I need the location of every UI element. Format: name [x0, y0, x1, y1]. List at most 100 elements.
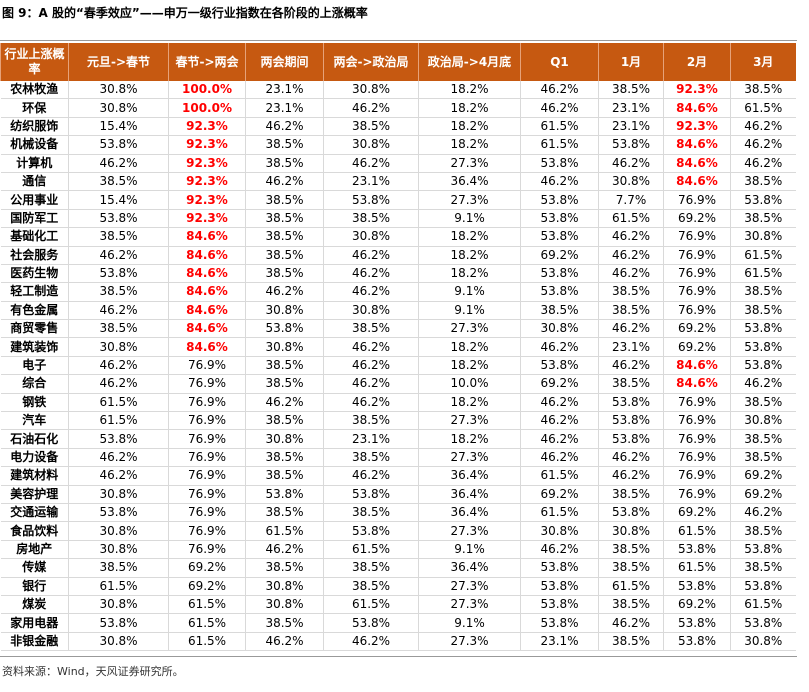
probability-cell: 53.8% [520, 282, 599, 302]
table-row: 机械设备 53.8% 92.3% 38.5% 30.8% 18.2% 61.5% 53.8% 8… [0, 135, 796, 155]
probability-cell: 38.5% [730, 301, 796, 321]
probability-cell: 38.5% [68, 172, 169, 192]
probability-cell: 92.3% [168, 209, 246, 229]
probability-cell: 38.5% [68, 558, 169, 578]
probability-cell: 30.8% [730, 227, 796, 247]
probability-cell: 38.5% [730, 393, 796, 413]
probability-cell: 9.1% [418, 301, 521, 321]
probability-cell: 18.2% [418, 135, 521, 155]
probability-cell: 27.3% [418, 448, 521, 468]
probability-cell: 100.0% [168, 81, 246, 100]
probability-cell: 30.8% [598, 521, 664, 541]
probability-cell: 38.5% [245, 356, 324, 376]
probability-cell: 18.2% [418, 246, 521, 265]
probability-cell: 30.8% [245, 429, 324, 449]
probability-cell: 30.8% [598, 172, 664, 192]
probability-cell: 38.5% [730, 521, 796, 541]
probability-cell: 38.5% [598, 282, 664, 302]
probability-cell: 61.5% [168, 595, 246, 615]
probability-cell: 53.8% [730, 190, 796, 210]
probability-cell: 36.4% [418, 172, 521, 192]
probability-cell: 9.1% [418, 540, 521, 560]
table-row: 非银金融 30.8% 61.5% 46.2% 46.2% 27.3% 23.1% 38.5% 5… [0, 632, 796, 652]
industry-name: 银行 [0, 577, 69, 596]
probability-cell: 46.2% [245, 282, 324, 302]
probability-cell: 30.8% [730, 411, 796, 431]
probability-cell: 53.8% [323, 485, 419, 504]
title: 图 9：A 股的“春季效应”——申万一级行业指数在各阶段的上涨概率 [2, 6, 368, 20]
table-row: 建筑材料 46.2% 76.9% 38.5% 46.2% 36.4% 61.5% 46.2% 7… [0, 466, 796, 486]
industry-name: 有色金属 [0, 301, 69, 321]
probability-cell: 84.6% [168, 319, 246, 339]
industry-name: 非银金融 [0, 632, 69, 652]
probability-cell: 27.3% [418, 319, 521, 339]
probability-cell: 84.6% [168, 282, 246, 302]
table-row: 银行 61.5% 69.2% 30.8% 38.5% 27.3% 53.8% 61.5% 53.… [0, 577, 796, 596]
probability-cell: 36.4% [418, 503, 521, 523]
probability-cell: 76.9% [663, 227, 731, 247]
probability-cell: 46.2% [323, 98, 419, 118]
probability-cell: 46.2% [598, 613, 664, 633]
probability-cell: 53.8% [598, 429, 664, 449]
probability-cell: 30.8% [68, 485, 169, 504]
probability-cell: 61.5% [245, 521, 324, 541]
probability-cell: 46.2% [68, 374, 169, 394]
industry-name: 建筑装饰 [0, 337, 69, 357]
probability-cell: 46.2% [245, 540, 324, 560]
probability-cell: 46.2% [323, 246, 419, 265]
industry-name: 交通运输 [0, 503, 69, 523]
table-row: 美容护理 30.8% 76.9% 53.8% 53.8% 36.4% 69.2% 38.5% 7… [0, 485, 796, 504]
probability-cell: 38.5% [520, 301, 599, 321]
probability-cell: 46.2% [323, 374, 419, 394]
probability-cell: 53.8% [520, 558, 599, 578]
probability-cell: 23.1% [598, 337, 664, 357]
probability-cell: 76.9% [663, 485, 731, 504]
probability-cell: 53.8% [663, 540, 731, 560]
probability-cell: 38.5% [68, 282, 169, 302]
industry-name: 建筑材料 [0, 466, 69, 486]
probability-cell: 46.2% [520, 411, 599, 431]
probability-cell: 76.9% [168, 485, 246, 504]
industry-name: 汽车 [0, 411, 69, 431]
probability-cell: 30.8% [245, 595, 324, 615]
probability-cell: 53.8% [323, 613, 419, 633]
probability-cell: 53.8% [68, 264, 169, 284]
probability-cell: 61.5% [520, 117, 599, 137]
industry-name: 通信 [0, 172, 69, 192]
probability-cell: 46.2% [730, 154, 796, 173]
probability-cell: 61.5% [520, 503, 599, 523]
probability-cell: 23.1% [323, 429, 419, 449]
probability-cell: 38.5% [598, 301, 664, 321]
probability-cell: 18.2% [418, 117, 521, 137]
probability-cell: 61.5% [730, 98, 796, 118]
probability-cell: 38.5% [730, 81, 796, 100]
probability-cell: 53.8% [520, 154, 599, 173]
probability-cell: 53.8% [520, 356, 599, 376]
probability-cell: 84.6% [663, 374, 731, 394]
probability-cell: 69.2% [663, 595, 731, 615]
probability-cell: 18.2% [418, 98, 521, 118]
probability-cell: 9.1% [418, 613, 521, 633]
probability-cell: 46.2% [520, 393, 599, 413]
probability-cell: 53.8% [730, 613, 796, 633]
industry-name: 医药生物 [0, 264, 69, 284]
table-row: 计算机 46.2% 92.3% 38.5% 46.2% 27.3% 53.8% 46.2% 84… [0, 154, 796, 173]
probability-cell: 27.3% [418, 595, 521, 615]
probability-cell: 53.8% [598, 411, 664, 431]
probability-cell: 38.5% [730, 209, 796, 229]
industry-name: 国防军工 [0, 209, 69, 229]
probability-cell: 10.0% [418, 374, 521, 394]
table-row: 食品饮料 30.8% 76.9% 61.5% 53.8% 27.3% 30.8% 30.8% 6… [0, 521, 796, 541]
table: 行业上涨概率 元旦->春节 春节->两会 两会期间 两会->政治局 政治局->4月底 Q1 1… [0, 43, 796, 652]
probability-cell: 46.2% [68, 301, 169, 321]
probability-cell: 61.5% [730, 595, 796, 615]
probability-cell: 30.8% [323, 227, 419, 247]
probability-cell: 38.5% [245, 503, 324, 523]
probability-cell: 61.5% [520, 466, 599, 486]
table-row: 综合 46.2% 76.9% 38.5% 46.2% 10.0% 69.2% 38.5% 84.… [0, 374, 796, 394]
probability-cell: 76.9% [663, 301, 731, 321]
table-body: 农林牧渔 30.8% 100.0% 23.1% 30.8% 18.2% 46.2% 38.5%… [0, 81, 796, 652]
probability-cell: 69.2% [730, 485, 796, 504]
probability-cell: 9.1% [418, 209, 521, 229]
probability-cell: 46.2% [323, 154, 419, 173]
